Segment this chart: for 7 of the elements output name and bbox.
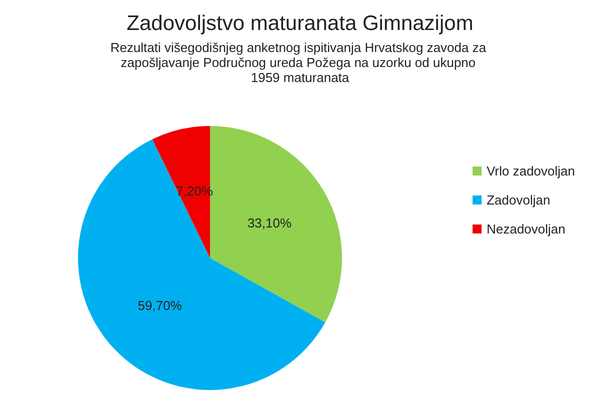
legend-label: Nezadovoljan [486,222,566,236]
chart-subtitle: Rezultati višegodišnjeg anketnog ispitivanja Hrvatskog zavoda za zapošljavanje Područnog ureda Požega na uzorku od ukupno 1959 maturanata [110,40,490,85]
data-label: 59,70% [138,298,182,313]
legend-label: Vrlo zadovoljan [486,164,575,178]
chart-title: Zadovoljstvo maturanata Gimnazijom [126,12,474,35]
data-label: 33,10% [247,216,292,231]
legend-label: Zadovoljan [486,192,550,208]
